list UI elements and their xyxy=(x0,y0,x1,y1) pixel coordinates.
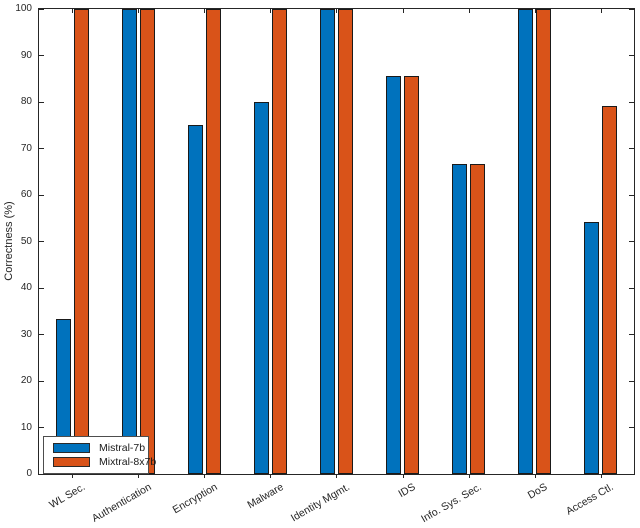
y-tick-mark-right xyxy=(629,334,634,335)
y-tick-mark-left xyxy=(39,55,44,56)
bar-mixtral-8x7b xyxy=(73,9,89,474)
y-tick-mark-right xyxy=(629,55,634,56)
x-tick-mark-top xyxy=(336,9,338,13)
y-tick-mark-right xyxy=(629,241,634,242)
bar-group: Info. Sys. Sec. xyxy=(419,9,502,525)
x-tick-label: Authentication xyxy=(89,481,154,525)
bar-group: Authentication xyxy=(90,9,171,525)
y-tick-label: 60 xyxy=(20,189,32,200)
y-tick-label: 50 xyxy=(20,235,32,247)
bar-mistral-7b xyxy=(386,75,402,474)
y-tick-mark-left xyxy=(39,194,44,196)
plot-area: WL Sec. Authentication Encryption Malware Id… xyxy=(15,3,635,525)
y-tick-mark-right xyxy=(629,473,634,475)
bar-mixtral-8x7b xyxy=(271,9,287,474)
x-tick-mark-top xyxy=(468,9,470,13)
x-tick-label: WL Sec. xyxy=(47,481,88,512)
x-tick-mark-bottom xyxy=(138,474,140,478)
x-tick-label: Identity Mgmt. xyxy=(288,481,352,525)
bar-mistral-7b xyxy=(518,9,534,474)
bar-mixtral-8x7b xyxy=(139,9,155,474)
bar-group: WL Sec. xyxy=(39,9,105,511)
x-tick-mark-bottom xyxy=(468,474,470,478)
y-tick-mark-right xyxy=(629,148,634,149)
y-tick-label: 0 xyxy=(26,468,32,479)
bar-mixtral-8x7b xyxy=(205,9,221,474)
y-axis-title: Correctness (%) xyxy=(3,201,15,281)
y-tick-label: 100 xyxy=(15,3,32,14)
bar-group: Encryption xyxy=(170,9,237,516)
x-tick-label: Malware xyxy=(245,481,286,512)
x-tick-mark-top xyxy=(534,9,536,13)
y-tick-mark-left xyxy=(39,334,44,335)
legend-item: Mistral-7b xyxy=(53,442,146,454)
y-tick-mark-right xyxy=(629,8,634,10)
y-tick-mark-left xyxy=(39,101,44,103)
y-tick-mark-left xyxy=(39,380,44,382)
y-tick-mark-left xyxy=(39,473,44,475)
legend-item: Mixtral-8x7b xyxy=(53,456,156,468)
y-tick-mark-right xyxy=(629,101,634,103)
bar-group: Identity Mgmt. xyxy=(288,9,369,524)
y-tick-mark-right xyxy=(629,427,634,428)
x-tick-mark-top xyxy=(270,9,272,13)
x-tick-label: Info. Sys. Sec. xyxy=(419,481,484,526)
y-tick-label: 30 xyxy=(20,328,32,340)
bar-mistral-7b xyxy=(584,221,600,474)
y-tick-label: 70 xyxy=(20,142,32,154)
x-tick-label: Access Ctl. xyxy=(564,481,616,518)
bar-mistral-7b xyxy=(452,163,468,474)
x-tick-mark-bottom xyxy=(204,474,206,478)
x-tick-mark-top xyxy=(204,9,206,13)
bar-mixtral-8x7b xyxy=(602,105,618,474)
bar-groups: WL Sec. Authentication Encryption Malware Id… xyxy=(39,9,634,525)
y-tick-label: 80 xyxy=(20,96,32,107)
y-tick-mark-left xyxy=(39,148,44,149)
y-tick-mark-right xyxy=(629,194,634,196)
y-tick-mark-left xyxy=(39,241,44,242)
legend-label: Mistral-7b xyxy=(99,442,146,454)
x-tick-mark-bottom xyxy=(600,474,602,478)
bar-group: Access Ctl. xyxy=(564,9,634,518)
legend-swatch xyxy=(53,443,90,453)
bar-mixtral-8x7b xyxy=(404,75,420,474)
y-tick-label: 20 xyxy=(20,375,32,386)
x-tick-mark-bottom xyxy=(336,474,338,478)
x-tick-mark-top xyxy=(600,9,602,13)
x-tick-mark-top xyxy=(138,9,140,13)
x-tick-mark-top xyxy=(72,9,74,13)
bar-mixtral-8x7b xyxy=(470,163,486,474)
legend: Mistral-7b Mixtral-8x7b xyxy=(43,435,156,474)
bar-mistral-7b xyxy=(121,9,137,474)
x-tick-mark-bottom xyxy=(72,474,74,478)
bar-group: Malware xyxy=(237,9,303,511)
x-tick-label: Encryption xyxy=(170,481,220,517)
y-tick-mark-right xyxy=(629,380,634,382)
bar-group: IDS xyxy=(370,9,436,500)
bar-mistral-7b xyxy=(187,125,203,474)
x-tick-mark-bottom xyxy=(270,474,272,478)
y-tick-label: 40 xyxy=(20,282,32,293)
bar-group: DoS xyxy=(502,9,568,502)
bar-mistral-7b xyxy=(253,102,269,474)
x-tick-mark-bottom xyxy=(534,474,536,478)
bar-mixtral-8x7b xyxy=(337,9,353,474)
x-tick-label: IDS xyxy=(396,481,418,501)
y-tick-mark-left xyxy=(39,427,44,428)
y-tick-label: 90 xyxy=(20,49,32,61)
x-tick-mark-top xyxy=(402,9,404,13)
bar-mixtral-8x7b xyxy=(536,9,552,474)
x-tick-label: DoS xyxy=(526,481,550,502)
y-tick-label: 10 xyxy=(20,421,32,433)
legend-label: Mixtral-8x7b xyxy=(99,455,157,468)
bar-mistral-7b xyxy=(319,9,335,474)
legend-swatch xyxy=(53,456,90,467)
y-tick-mark-left xyxy=(39,8,44,10)
x-tick-mark-bottom xyxy=(402,474,404,478)
y-tick-mark-left xyxy=(39,287,44,289)
y-tick-mark-right xyxy=(629,287,634,289)
